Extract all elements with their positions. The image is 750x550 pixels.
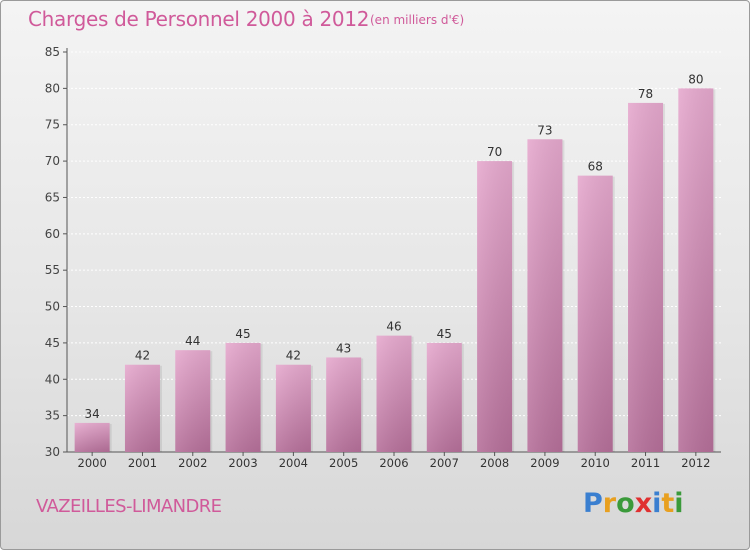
logo-letter: P	[583, 488, 603, 519]
bar-highlight	[124, 364, 160, 452]
x-tick-label: 2004	[279, 456, 308, 470]
y-tick-label: 50	[45, 300, 60, 314]
x-tick-label: 2008	[480, 456, 509, 470]
bar-value-label: 46	[386, 320, 401, 334]
x-tick-label: 2012	[681, 456, 710, 470]
y-tick-label: 35	[45, 409, 60, 423]
x-tick-label: 2011	[631, 456, 660, 470]
bar-highlight	[74, 422, 110, 452]
y-tick-label: 60	[45, 227, 60, 241]
y-tick-label: 65	[45, 190, 60, 204]
x-tick-label: 2005	[329, 456, 358, 470]
proxiti-logo: Proxiti	[583, 488, 684, 519]
bar-highlight	[225, 342, 261, 452]
bar-highlight	[426, 342, 462, 452]
bar-highlight	[678, 88, 714, 452]
bar-highlight	[527, 139, 563, 453]
x-tick-label: 2007	[430, 456, 459, 470]
y-tick-label: 80	[45, 81, 60, 95]
bar-highlight	[628, 102, 664, 452]
bar-value-label: 68	[588, 160, 603, 174]
bar-value-label: 45	[235, 327, 250, 341]
x-tick-label: 2002	[178, 456, 207, 470]
logo-letter: r	[602, 488, 617, 519]
bar-value-label: 43	[336, 341, 351, 355]
bar-highlight	[175, 350, 211, 452]
chart-subtitle: (en milliers d'€)	[370, 13, 465, 27]
bar-value-label: 44	[185, 334, 200, 348]
logo-letter: i	[652, 488, 662, 519]
x-tick-label: 2003	[228, 456, 257, 470]
bar-highlight	[275, 364, 311, 452]
bar-highlight	[477, 161, 513, 452]
labels: 34 2000 42 2001 44 2002 45 2003 42 2004 43 2005 46 20…	[78, 72, 711, 470]
y-tick-label: 70	[45, 154, 60, 168]
y-tick-label: 85	[45, 45, 60, 59]
bar-highlight	[326, 357, 362, 452]
bar-highlight	[376, 335, 412, 452]
y-tick-label: 45	[45, 336, 60, 350]
bar-value-label: 70	[487, 145, 502, 159]
bar-value-label: 80	[688, 72, 703, 86]
logo-letter: t	[661, 488, 675, 519]
y-tick-label: 55	[45, 263, 60, 277]
bar-value-label: 45	[437, 327, 452, 341]
y-tick-label: 75	[45, 118, 60, 132]
bar-value-label: 42	[135, 349, 150, 363]
bar-value-label: 42	[286, 349, 301, 363]
x-tick-label: 2001	[128, 456, 157, 470]
y-tick-label: 40	[45, 372, 60, 386]
bars	[74, 88, 716, 453]
x-tick-label: 2010	[581, 456, 610, 470]
x-tick-label: 2000	[78, 456, 107, 470]
x-tick-label: 2006	[379, 456, 408, 470]
chart-title: Charges de Personnel 2000 à 2012	[28, 7, 370, 31]
logo-letter: i	[674, 488, 684, 519]
logo-letter: o	[616, 488, 635, 519]
logo-letter: x	[634, 488, 653, 519]
bar-highlight	[577, 175, 613, 453]
x-tick-label: 2009	[530, 456, 559, 470]
bar-value-label: 34	[85, 407, 100, 421]
y-tick-label: 30	[45, 445, 60, 459]
bar-value-label: 78	[638, 87, 653, 101]
commune-name: VAZEILLES-LIMANDRE	[36, 496, 222, 517]
bar-value-label: 73	[537, 123, 552, 137]
